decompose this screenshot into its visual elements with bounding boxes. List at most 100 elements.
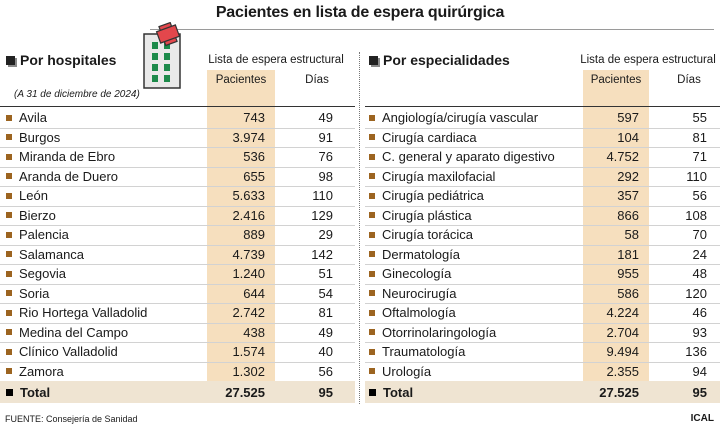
table-row: Salamanca 4.739 142: [0, 245, 355, 265]
table-row: Cirugía pediátrica 357 56: [365, 186, 720, 206]
specialties-heading: Por especialidades: [369, 52, 510, 68]
row-name-text: Cirugía torácica: [382, 227, 474, 243]
table-row: León 5.633 110: [0, 186, 355, 206]
bullet-icon: [6, 114, 12, 121]
bullet-icon: [369, 270, 375, 277]
bullet-icon: [369, 212, 375, 219]
bullet-icon: [6, 309, 12, 316]
hospitals-heading: Por hospitales: [6, 52, 116, 68]
row-separator: [365, 244, 720, 246]
table-row: Cirugía plástica 866 108: [365, 206, 720, 226]
row-name: Avila: [6, 110, 47, 125]
table-row: Ginecología 955 48: [365, 264, 720, 284]
header-rule: [0, 106, 355, 107]
row-days: 29: [318, 227, 333, 243]
row-name: Aranda de Duero: [6, 169, 118, 184]
table-row: Cirugía torácica 58 70: [365, 225, 720, 245]
total-label: Total: [20, 384, 51, 400]
row-separator: [365, 303, 720, 304]
row-days: 40: [318, 344, 333, 360]
row-patients: 104: [617, 129, 639, 145]
row-name: Neurocirugía: [369, 286, 456, 301]
row-patients: 58: [624, 227, 639, 243]
row-days: 91: [318, 129, 333, 145]
bullet-icon: [369, 309, 375, 316]
row-name: Salamanca: [6, 247, 84, 262]
row-days: 76: [318, 149, 333, 165]
row-separator: [365, 127, 720, 129]
row-days: 81: [318, 305, 333, 321]
row-name: Angiología/cirugía vascular: [369, 110, 538, 125]
row-separator: [0, 127, 355, 129]
bullet-icon: [369, 134, 375, 141]
row-name: Bierzo: [6, 208, 56, 223]
table-row: Neurocirugía 586 120: [365, 284, 720, 304]
row-separator: [365, 186, 720, 187]
row-days: 93: [692, 324, 707, 340]
row-separator: [365, 225, 720, 226]
row-patients: 655: [243, 168, 265, 184]
row-patients: 2.742: [232, 305, 265, 321]
row-separator: [365, 264, 720, 265]
table-row: Bierzo 2.416 129: [0, 206, 355, 226]
row-separator: [0, 244, 355, 246]
row-separator: [0, 186, 355, 187]
row-name-text: Neurocirugía: [382, 285, 457, 301]
source-note: FUENTE: Consejería de Sanidad: [5, 414, 138, 424]
table-row: Urología 2.355 94: [365, 362, 720, 382]
row-name: Soria: [6, 286, 49, 301]
bullet-icon: [6, 192, 12, 199]
bullet-icon: [369, 231, 375, 238]
row-name: C. general y aparato digestivo: [369, 149, 555, 164]
total-patients: 27.525: [599, 384, 639, 400]
bullet-icon: [369, 173, 375, 180]
table-row: Oftalmología 4.224 46: [365, 303, 720, 323]
waitlist-group-label: Lista de espera estructural: [208, 54, 344, 66]
row-patients: 9.494: [606, 344, 639, 360]
panel-divider: [359, 52, 360, 404]
table-row: Traumatología 9.494 136: [365, 342, 720, 362]
row-patients: 3.974: [232, 129, 265, 145]
row-separator: [0, 225, 355, 226]
row-days: 51: [318, 266, 333, 282]
table-row: Palencia 889 29: [0, 225, 355, 245]
row-patients: 4.739: [232, 246, 265, 262]
row-name-text: Urología: [382, 363, 432, 379]
row-name-text: Segovia: [19, 266, 66, 282]
specialties-total-row: Total 27.525 95: [365, 381, 720, 403]
row-name: Cirugía maxilofacial: [369, 169, 495, 184]
bullet-icon: [6, 231, 12, 238]
bullet-icon: [6, 368, 12, 375]
row-name-text: Soria: [19, 285, 50, 301]
table-row: C. general y aparato digestivo 4.752 71: [365, 147, 720, 167]
total-label: Total: [383, 384, 414, 400]
row-name-text: Avila: [19, 110, 47, 126]
table-row: Angiología/cirugía vascular 597 55: [365, 108, 720, 128]
hospitals-heading-label: Por hospitales: [20, 52, 117, 68]
row-name: Cirugía plástica: [369, 208, 472, 223]
row-name: Oftalmología: [369, 305, 456, 320]
row-patients: 743: [243, 110, 265, 126]
bullet-icon: [6, 251, 12, 258]
row-separator: [365, 205, 720, 207]
total-patients: 27.525: [225, 384, 265, 400]
row-days: 46: [692, 305, 707, 321]
table-row: Cirugía maxilofacial 292 110: [365, 167, 720, 187]
row-name: Burgos: [6, 130, 60, 145]
row-name-text: Dermatología: [382, 246, 461, 262]
bullet-icon: [369, 153, 375, 160]
row-days: 142: [311, 246, 333, 262]
row-days: 56: [318, 363, 333, 379]
row-days: 136: [685, 344, 707, 360]
row-separator: [365, 283, 720, 285]
row-name-text: Cirugía pediátrica: [382, 188, 484, 204]
row-patients: 586: [617, 285, 639, 301]
row-name: Cirugía torácica: [369, 227, 473, 242]
row-patients: 955: [617, 266, 639, 282]
row-separator: [0, 322, 355, 324]
row-separator: [365, 147, 720, 148]
header-rule: [365, 106, 720, 107]
row-name: Traumatología: [369, 344, 465, 359]
row-name: Dermatología: [369, 247, 460, 262]
table-row: Rio Hortega Valladolid 2.742 81: [0, 303, 355, 323]
